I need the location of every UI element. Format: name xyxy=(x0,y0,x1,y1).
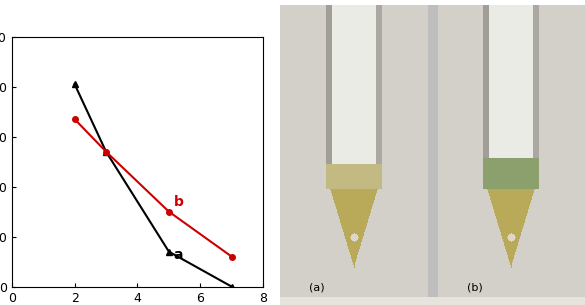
Text: (b): (b) xyxy=(467,283,483,293)
Text: b: b xyxy=(174,195,184,209)
Text: (a): (a) xyxy=(309,283,325,293)
Text: a: a xyxy=(174,248,183,262)
